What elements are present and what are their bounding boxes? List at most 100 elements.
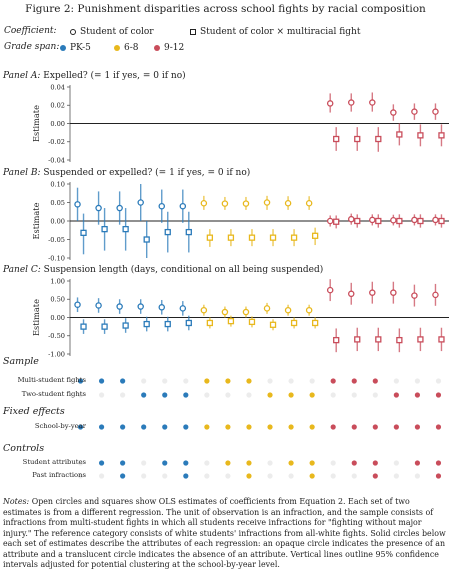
legend-coefficient-label: Coefficient: <box>4 26 57 36</box>
estimate-circle <box>221 200 229 207</box>
spec-dot-off <box>204 473 210 479</box>
estimate-square <box>333 218 340 225</box>
spec-dot-off <box>225 473 231 479</box>
spec-dot-on <box>98 378 105 384</box>
estimate-circle <box>432 216 439 224</box>
estimate-square <box>185 228 192 236</box>
spec-dot-off <box>267 460 273 466</box>
spec-dot-off <box>330 460 336 466</box>
spec-dot-on <box>414 460 421 466</box>
estimate-circle <box>242 200 250 207</box>
spec-dot-on <box>141 392 147 398</box>
spec-dot-off <box>204 460 210 466</box>
spec-dot-on <box>288 460 294 466</box>
estimate-square <box>206 319 214 327</box>
spec-row-label: Student attributes <box>22 458 86 466</box>
dot-icon <box>154 45 160 51</box>
estimate-circle <box>263 305 271 312</box>
estimate-circle <box>305 199 313 207</box>
estimate-circle <box>390 217 397 224</box>
estimate-square <box>269 234 277 241</box>
estimate-square <box>438 336 445 343</box>
spec-dot-off <box>351 392 357 398</box>
spec-dot-on <box>98 424 105 430</box>
y-tick-label: -1.00 <box>48 350 65 358</box>
legend-item-label: 6-8 <box>124 43 139 53</box>
estimate-square <box>185 319 192 327</box>
estimate-circle <box>95 302 102 309</box>
estimate-square <box>438 217 445 225</box>
estimate-circle <box>390 289 397 296</box>
y-tick-label: -0.04 <box>48 156 65 164</box>
estimate-circle <box>158 202 165 210</box>
y-tick-label: -0.10 <box>48 254 65 262</box>
spec-dot-on <box>393 392 399 398</box>
panel-letter: Panel A: <box>3 71 41 81</box>
panel-letter: Panel C: <box>3 265 41 275</box>
spec-dot-on <box>246 424 252 430</box>
spec-section-title: Fixed effects <box>3 406 65 417</box>
y-tick-label: 0.04 <box>50 83 65 91</box>
estimate-circle <box>200 199 208 207</box>
legend-item-label: Student of color <box>80 27 154 37</box>
spec-dot-off <box>393 378 399 384</box>
spec-dot-off <box>330 473 336 479</box>
legend-item-multiracial: Student of color × multiracial fight <box>190 27 360 37</box>
square-open-icon <box>190 29 196 35</box>
spec-dot-on <box>141 424 147 430</box>
estimate-circle <box>347 290 355 298</box>
estimate-circle <box>221 308 229 316</box>
estimate-circle <box>179 305 187 312</box>
spec-dot-off <box>183 378 189 384</box>
notes-text: Open circles and squares show OLS estima… <box>3 497 446 569</box>
estimate-square <box>80 229 87 236</box>
spec-dot-on <box>351 460 357 466</box>
spec-dot-on <box>183 392 189 398</box>
spec-dot-off <box>141 378 147 384</box>
estimate-circle <box>116 204 123 212</box>
spec-dot-off <box>77 392 84 398</box>
spec-section-title: Controls <box>3 443 45 454</box>
estimate-square <box>80 323 87 330</box>
y-tick-label: 0.02 <box>50 102 65 110</box>
estimate-circle <box>411 216 418 224</box>
panel-text: Expelled? (= 1 if yes, = 0 if no) <box>40 71 186 81</box>
estimate-square <box>227 234 235 241</box>
estimate-circle <box>74 201 81 208</box>
estimate-circle <box>326 286 334 294</box>
legend-item-label: Student of color × multiracial fight <box>200 27 361 37</box>
estimate-circle <box>369 99 376 106</box>
spec-dot-off <box>288 378 294 384</box>
spec-section-title: Sample <box>3 356 39 367</box>
y-tick-label: 0.00 <box>50 120 65 128</box>
estimate-circle <box>137 199 144 206</box>
legend: Coefficient: Student of color Student of… <box>4 26 451 60</box>
legend-grade-label: Grade span: <box>4 42 60 52</box>
spec-dot-on <box>309 392 315 398</box>
estimate-circle <box>411 108 418 115</box>
estimate-square <box>333 135 340 143</box>
spec-dot-off <box>435 378 442 384</box>
estimate-circle <box>411 292 418 299</box>
spec-dot-on <box>372 473 378 479</box>
spec-dot-on <box>372 424 378 430</box>
spec-dot-off <box>372 392 378 398</box>
estimate-square <box>333 336 340 344</box>
spec-dot-on <box>162 460 168 466</box>
dot-icon <box>114 45 120 51</box>
estimate-square <box>375 217 382 225</box>
y-tick-label: 0.10 <box>50 180 65 188</box>
spec-dot-off <box>141 460 147 466</box>
spec-dot-off <box>246 392 252 398</box>
spec-dot-on <box>372 460 378 466</box>
estimate-square <box>417 217 424 225</box>
notes-lead: Notes: <box>3 497 30 506</box>
spec-dot-on <box>330 378 336 384</box>
spec-dot-on <box>204 378 210 384</box>
spec-dot-on <box>120 460 126 466</box>
spec-dot-on <box>183 473 189 479</box>
panel-text: Suspension length (days, conditional on … <box>40 265 324 275</box>
spec-dot-off <box>351 473 357 479</box>
y-tick-label: -0.02 <box>48 138 65 146</box>
spec-dot-on <box>393 424 399 430</box>
